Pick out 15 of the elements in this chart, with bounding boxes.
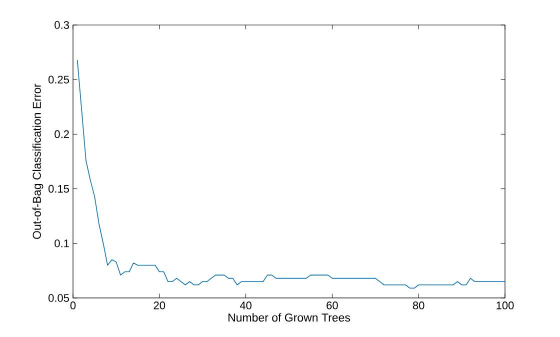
x-tick-label: 100: [496, 302, 514, 310]
y-axis-title: Out-of-Bag Classification Error: [32, 84, 44, 239]
y-tick-label: 0.2: [54, 130, 69, 138]
x-axis-title: Number of Grown Trees: [228, 313, 350, 322]
x-tick-label: 0: [70, 302, 76, 310]
y-tick-label: 0.25: [48, 76, 70, 84]
line-series: [76, 60, 505, 289]
y-tick-label: 0.1: [54, 240, 69, 248]
x-tick-label: 60: [326, 302, 338, 310]
y-tick-label: 0.05: [48, 294, 70, 302]
y-tick-label: 0.15: [48, 184, 70, 193]
x-tick-label: 20: [154, 302, 166, 310]
x-tick-label: 80: [412, 302, 424, 310]
y-tick-label: 0.3: [54, 21, 69, 29]
x-tick-label: 40: [240, 302, 252, 310]
